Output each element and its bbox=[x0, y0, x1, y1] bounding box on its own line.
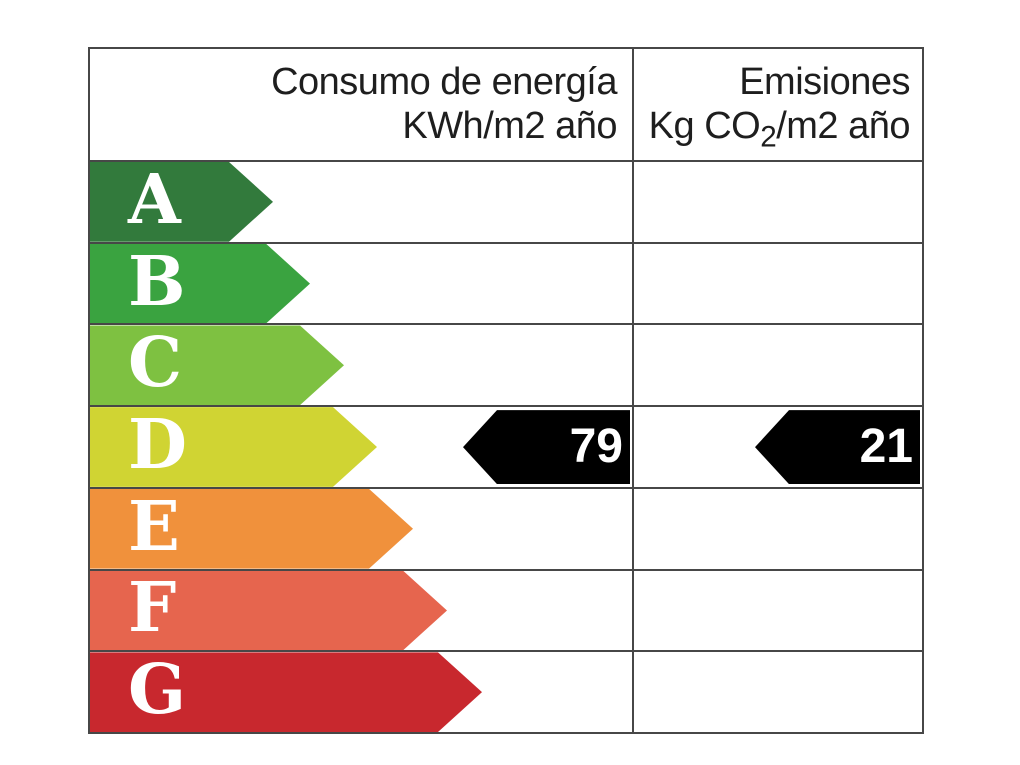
emissions-header-line1: Emisiones bbox=[739, 61, 910, 104]
energy-header-line2: KWh/m2 año bbox=[402, 104, 617, 147]
rating-row-b: B bbox=[90, 244, 922, 326]
rating-bar-g: G bbox=[90, 652, 482, 732]
emissions-value: 21 bbox=[859, 420, 913, 474]
rating-row-e: E bbox=[90, 489, 922, 571]
rating-letter-d: D bbox=[128, 405, 187, 486]
emissions-column-header: Emisiones Kg CO2/m2 año bbox=[634, 49, 922, 160]
energy-value: 79 bbox=[569, 420, 623, 474]
energy-header-line1: Consumo de energía bbox=[271, 61, 617, 104]
rating-row-d: D 79 21 bbox=[90, 407, 922, 489]
rating-row-g: G bbox=[90, 652, 922, 732]
rating-row-a: A bbox=[90, 162, 922, 244]
emissions-header-line2: Kg CO2/m2 año bbox=[640, 104, 911, 152]
rating-letter-b: B bbox=[128, 241, 186, 322]
rating-bar-a: A bbox=[90, 162, 273, 242]
rating-bar-c: C bbox=[90, 325, 344, 405]
rating-bar-d: D bbox=[90, 407, 377, 487]
emissions-unit-prefix: Kg CO bbox=[648, 104, 761, 147]
rating-rows: A B C D 79 21 E bbox=[90, 162, 922, 732]
column-divider bbox=[632, 49, 634, 732]
energy-column-header: Consumo de energía KWh/m2 año bbox=[90, 49, 632, 160]
rating-row-f: F bbox=[90, 571, 922, 653]
header-row: Consumo de energía KWh/m2 año Emisiones … bbox=[90, 49, 922, 162]
rating-bar-b: B bbox=[90, 244, 310, 324]
rating-letter-e: E bbox=[128, 486, 180, 567]
rating-bar-f: F bbox=[90, 571, 447, 651]
rating-letter-g: G bbox=[128, 650, 187, 731]
energy-value-arrow: 79 bbox=[463, 410, 630, 485]
energy-certificate-table: Consumo de energía KWh/m2 año Emisiones … bbox=[88, 47, 924, 734]
rating-bar-e: E bbox=[90, 489, 413, 569]
emissions-value-arrow: 21 bbox=[755, 410, 920, 485]
rating-letter-a: A bbox=[128, 159, 181, 240]
rating-row-c: C bbox=[90, 325, 922, 408]
co2-subscript: 2 bbox=[760, 120, 777, 154]
emissions-unit-suffix: /m2 año bbox=[776, 104, 910, 147]
rating-letter-f: F bbox=[128, 568, 177, 649]
rating-letter-c: C bbox=[128, 323, 183, 404]
